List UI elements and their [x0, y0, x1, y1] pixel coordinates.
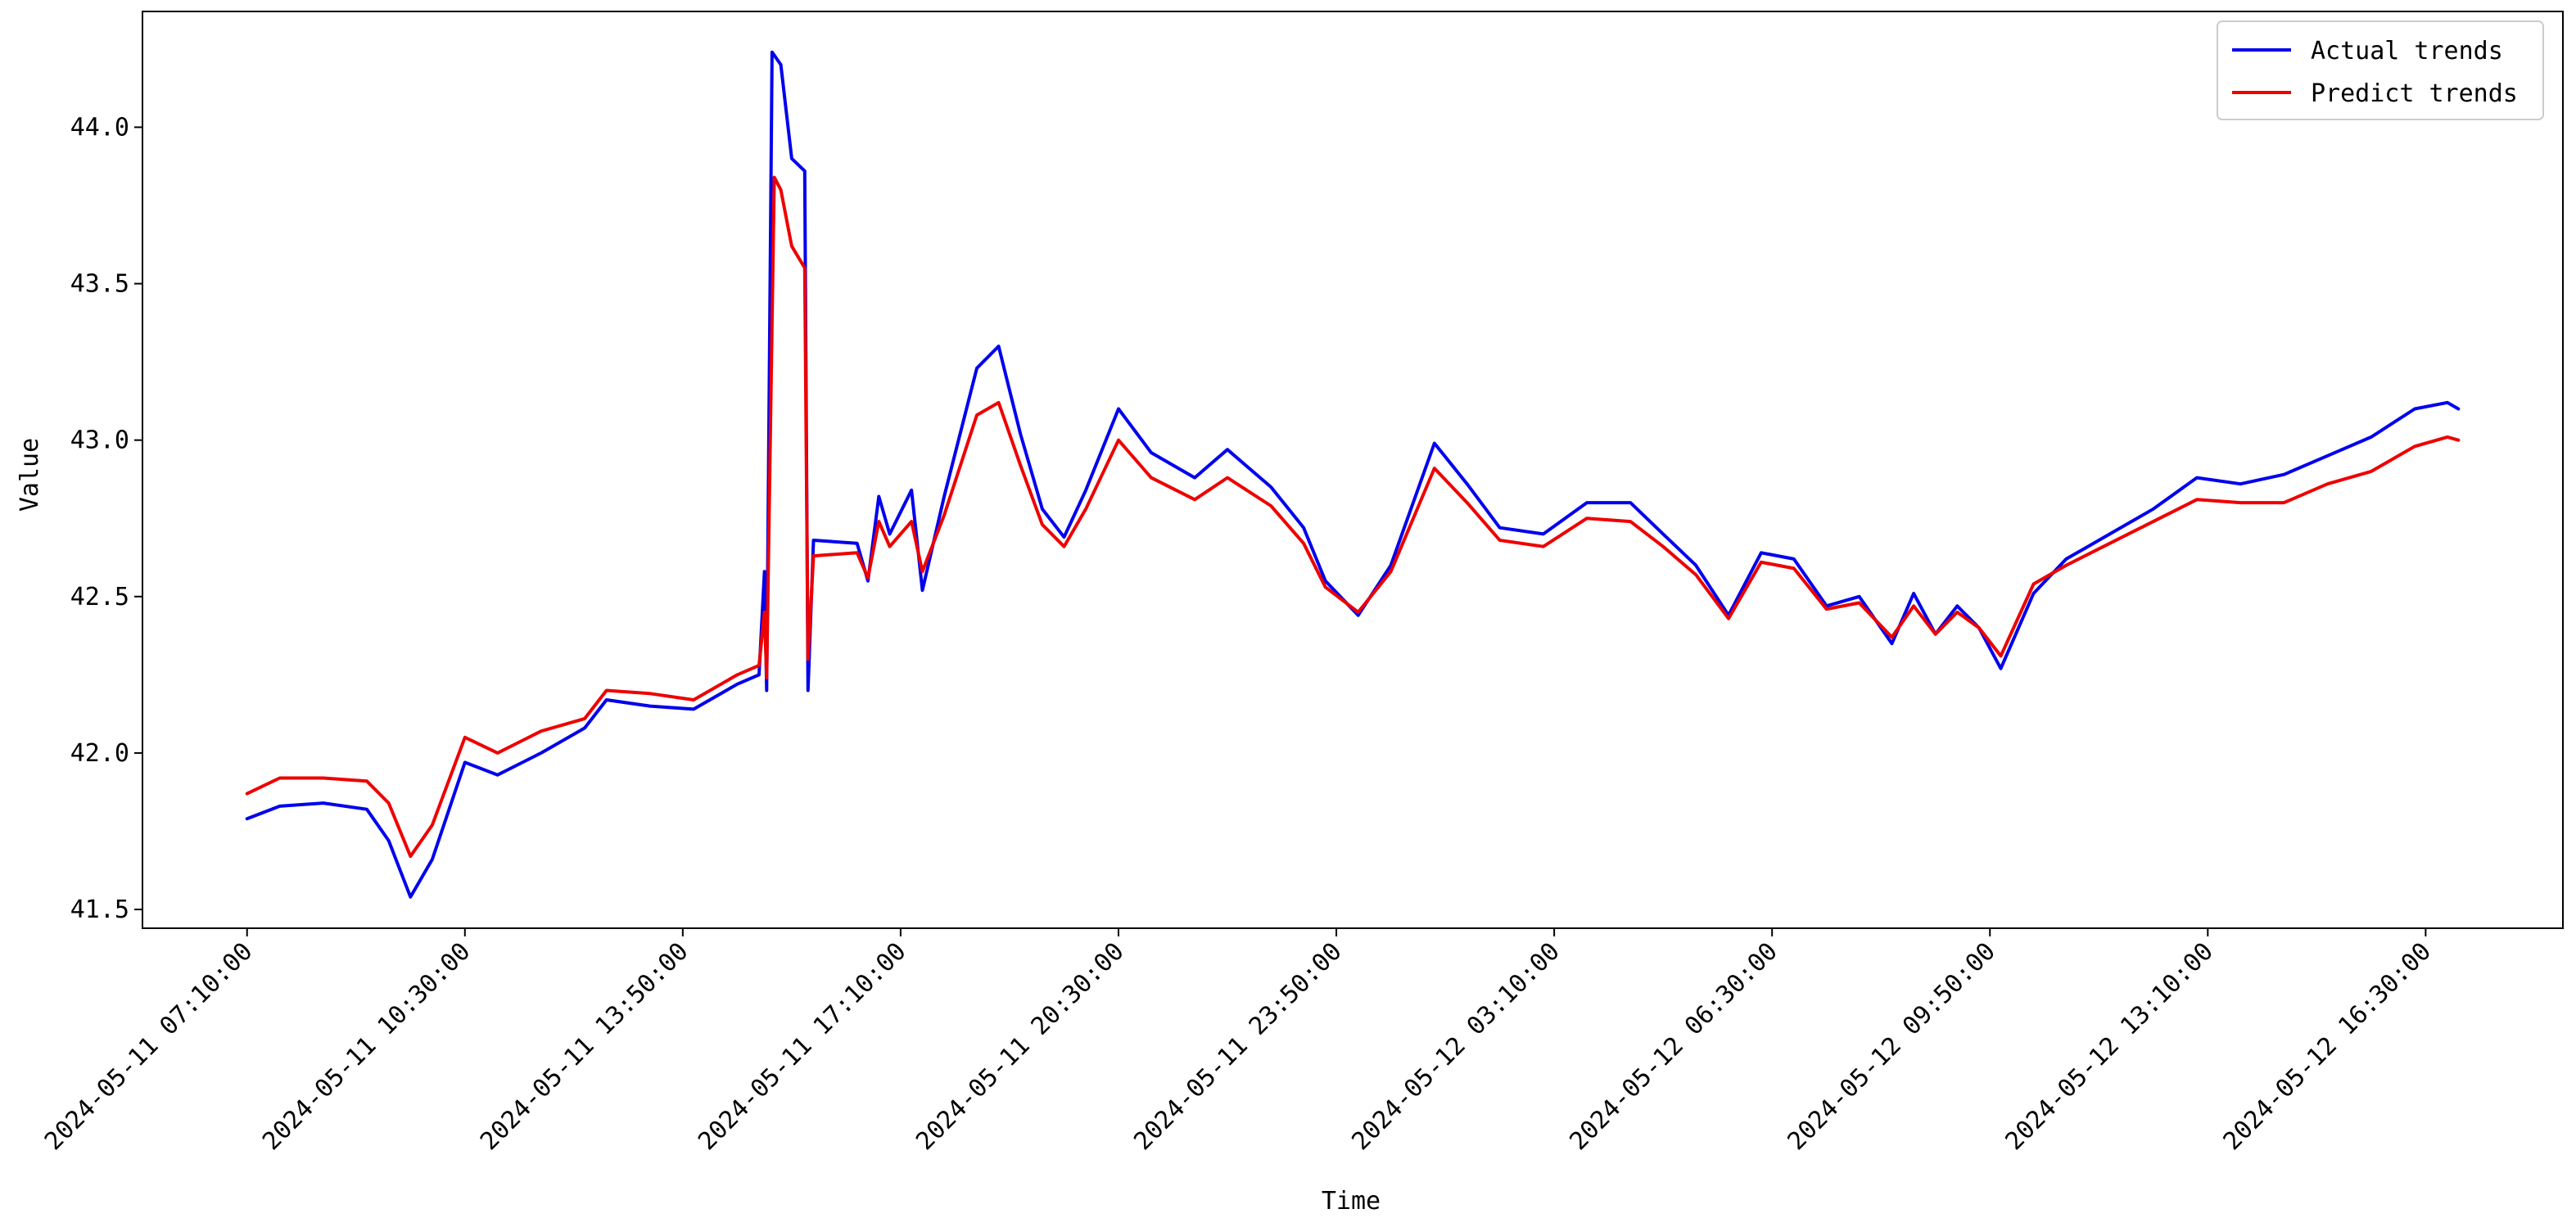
y-tick-label: 43.5	[70, 270, 129, 299]
y-axis-title: Value	[16, 438, 44, 512]
series-line-actual-trends	[245, 50, 2461, 899]
y-tick-label: 41.5	[70, 895, 129, 924]
x-axis-title: Time	[1322, 1187, 1381, 1216]
series-line-predict-trends	[245, 175, 2461, 859]
legend-box	[2217, 20, 2544, 120]
plot-frame	[142, 11, 2564, 929]
plot-area	[142, 11, 2563, 928]
legend-label-actual: Actual trends	[2311, 37, 2503, 65]
series-layer	[245, 50, 2461, 899]
y-tick-label: 43.0	[70, 426, 129, 455]
legend-label-predict: Predict trends	[2311, 79, 2518, 108]
y-axis: 41.5 42.0 42.5 43.0 43.5 44.0	[70, 113, 142, 924]
legend: Actual trends Predict trends	[2217, 20, 2544, 120]
y-tick-label: 42.0	[70, 739, 129, 768]
y-tick-label: 44.0	[70, 113, 129, 142]
y-tick-label: 42.5	[70, 583, 129, 611]
